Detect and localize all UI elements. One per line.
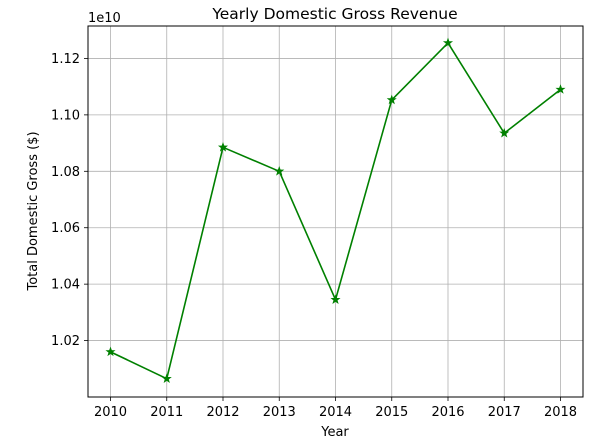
y-tick-label: 1.06 <box>51 221 80 236</box>
x-tick-label: 2013 <box>263 405 296 420</box>
y-tick-label: 1.02 <box>51 334 80 349</box>
x-tick-label: 2018 <box>544 405 577 420</box>
data-point-star <box>105 346 116 357</box>
data-point-star <box>161 373 172 383</box>
data-point-star <box>274 166 285 176</box>
y-tick-label: 1.12 <box>51 52 80 67</box>
x-tick-label: 2010 <box>94 405 127 420</box>
data-point-star <box>217 142 229 152</box>
y-tick-layer: 1.02 1.04 1.06 1.08 1.10 1.12 <box>51 52 88 349</box>
x-axis-label: Year <box>320 425 349 439</box>
y-axis-label: Total Domestic Gross ($) <box>26 131 41 291</box>
y-tick-label: 1.10 <box>51 108 80 123</box>
x-tick-label: 2015 <box>375 405 408 420</box>
x-tick-label: 2012 <box>206 405 239 420</box>
series-layer <box>105 37 566 383</box>
data-point-star <box>386 94 397 105</box>
y-tick-label: 1.04 <box>51 278 80 293</box>
x-tick-label: 2016 <box>431 405 464 420</box>
data-point-star <box>555 84 566 94</box>
chart-title: Yearly Domestic Gross Revenue <box>211 5 457 23</box>
y-tick-label: 1.08 <box>51 165 80 180</box>
data-point-star <box>442 37 454 48</box>
x-tick-layer: 2010 2011 2012 2013 2014 2015 2016 2017 2018 <box>94 397 577 420</box>
x-tick-label: 2014 <box>319 405 352 420</box>
x-tick-label: 2011 <box>150 405 183 420</box>
y-offset-label: 1e10 <box>88 11 121 26</box>
data-point-star <box>330 294 341 304</box>
data-point-star <box>499 127 510 138</box>
x-tick-label: 2017 <box>488 405 521 420</box>
